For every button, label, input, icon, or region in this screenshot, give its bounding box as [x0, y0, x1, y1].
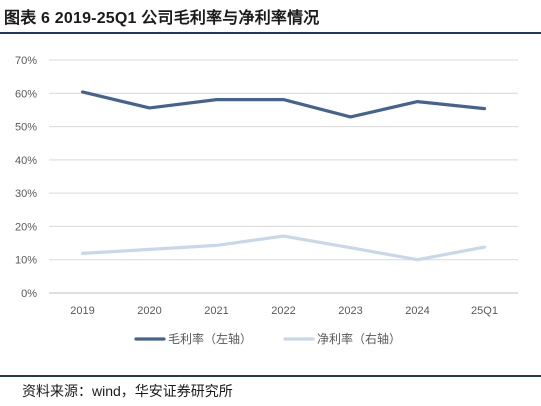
x-tick-label: 2024	[405, 305, 429, 317]
x-tick-label: 2023	[338, 305, 362, 317]
y-tick-label: 70%	[15, 55, 37, 67]
y-tick-label: 50%	[15, 122, 37, 134]
legend-label: 毛利率（左轴）	[168, 331, 252, 346]
y-tick-label: 60%	[15, 88, 37, 100]
x-tick-label: 2020	[137, 305, 161, 317]
y-tick-label: 40%	[15, 155, 37, 167]
y-tick-label: 0%	[21, 288, 37, 300]
x-tick-label: 2021	[204, 305, 228, 317]
x-tick-label: 2022	[271, 305, 295, 317]
legend-label: 净利率（右轴）	[317, 331, 401, 346]
x-tick-label: 25Q1	[471, 305, 498, 317]
title-divider	[0, 32, 541, 34]
line-chart: 0% 10% 20% 30% 40% 50% 60% 70% 2019 2020 2021 2022 2…	[15, 55, 518, 346]
y-tick-label: 20%	[15, 221, 37, 233]
chart-title: 图表 6 2019-25Q1 公司毛利率与净利率情况	[4, 10, 320, 27]
y-tick-label: 30%	[15, 188, 37, 200]
gross-margin-line	[80, 90, 487, 119]
source-note: 资料来源：wind，华安证券研究所	[22, 383, 233, 399]
x-tick-label: 2019	[70, 305, 94, 317]
y-tick-label: 10%	[15, 255, 37, 267]
source-divider	[0, 375, 541, 377]
net-margin-line	[80, 234, 487, 262]
